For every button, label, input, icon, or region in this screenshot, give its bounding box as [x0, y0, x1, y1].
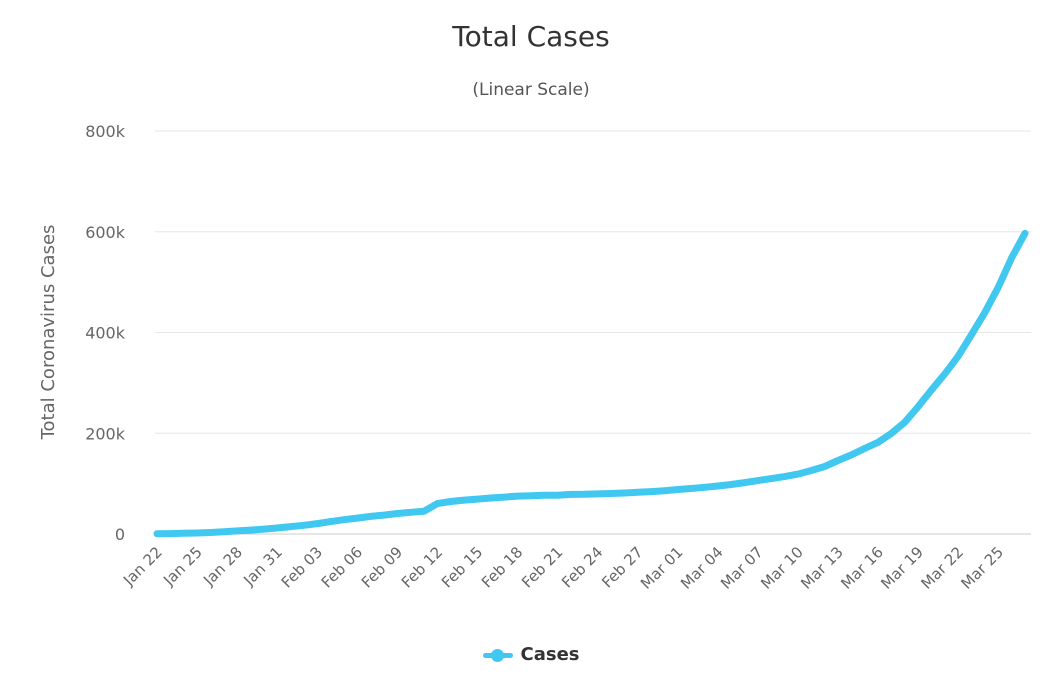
x-tick-label: Mar 01: [637, 543, 687, 593]
x-tick-label: Jan 22: [119, 543, 166, 590]
x-tick-label: Feb 21: [518, 543, 566, 591]
x-tick-label: Mar 25: [958, 543, 1008, 593]
legend[interactable]: Cases: [0, 644, 1062, 666]
legend-line-marker-icon: [482, 648, 513, 662]
x-tick-label: Feb 12: [398, 543, 446, 591]
x-tick-label: Mar 22: [917, 543, 967, 593]
y-axis-ticks: 0 200k 400k 600k 800k: [85, 122, 126, 544]
y-tick-label: 600k: [85, 223, 126, 242]
series-layer: [153, 229, 1029, 538]
x-tick-label: Feb 09: [358, 543, 406, 591]
series-line-cases[interactable]: [153, 229, 1029, 538]
grid-lines: [155, 130, 1031, 535]
x-tick-label: Jan 28: [199, 543, 246, 590]
x-tick-label: Mar 10: [757, 543, 807, 593]
y-tick-label: 200k: [85, 424, 126, 443]
legend-label: Cases: [520, 644, 580, 665]
x-tick-label: Feb 15: [438, 543, 486, 591]
x-tick-label: Mar 04: [677, 543, 727, 593]
y-tick-label: 800k: [85, 122, 126, 141]
y-tick-label: 0: [115, 525, 125, 544]
x-tick-label: Feb 24: [558, 543, 606, 591]
x-tick-label: Feb 27: [598, 543, 646, 591]
x-tick-label: Feb 06: [318, 543, 366, 591]
x-tick-label: Mar 07: [717, 543, 767, 593]
y-axis-label: Total Coronavirus Cases: [38, 225, 59, 441]
x-tick-label: Feb 18: [478, 543, 526, 591]
y-tick-label: 400k: [85, 324, 126, 343]
chart-title: Total Cases: [452, 20, 610, 53]
x-tick-label: Mar 13: [797, 543, 847, 593]
legend-item-cases[interactable]: Cases: [482, 644, 580, 665]
x-tick-label: Mar 19: [877, 543, 927, 593]
x-tick-label: Jan 31: [239, 543, 286, 590]
x-tick-label: Feb 03: [278, 543, 326, 591]
x-tick-label: Mar 16: [837, 543, 887, 593]
chart-subtitle: (Linear Scale): [472, 80, 590, 100]
x-tick-label: Jan 25: [159, 543, 206, 590]
